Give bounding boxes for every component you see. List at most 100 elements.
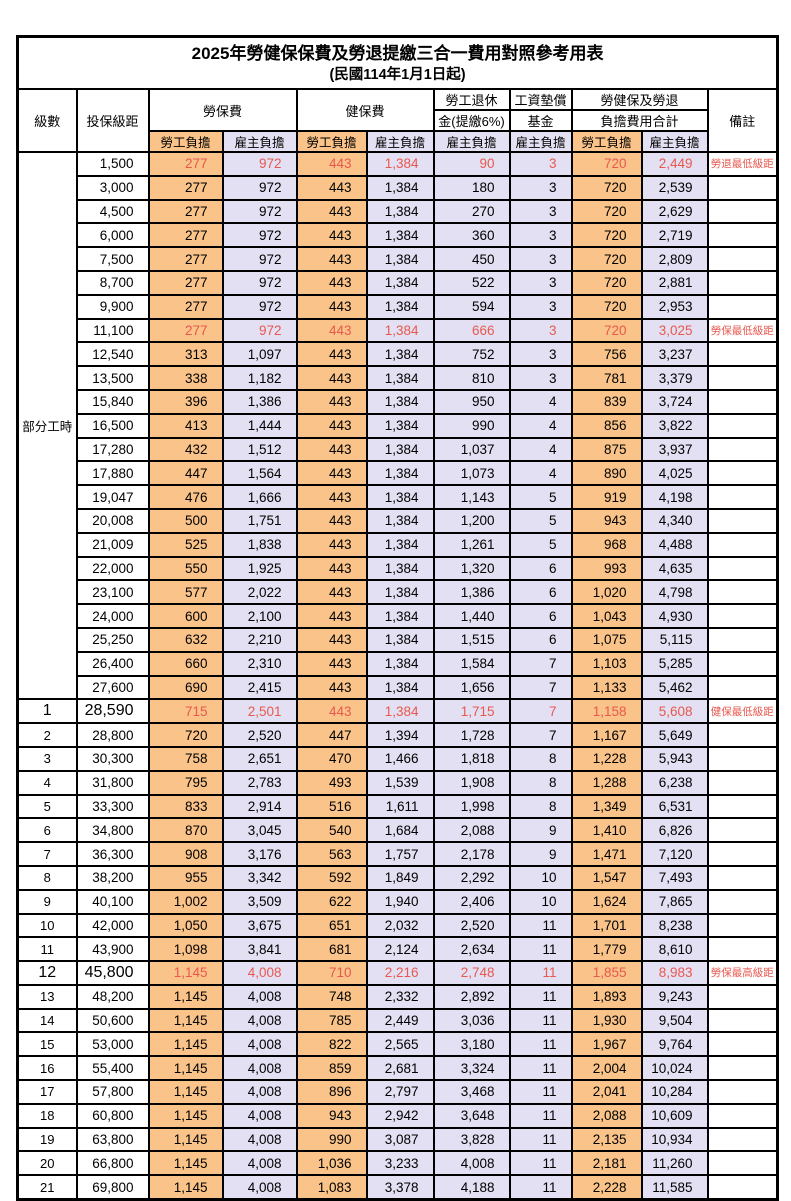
remark-cell: [706, 1007, 779, 1034]
remark-cell: 勞保最低級距: [706, 317, 779, 344]
header-health-insurance: 健保費: [295, 88, 435, 132]
value-cell-employer: 1,444: [221, 412, 298, 439]
value-cell-employer: 4,008: [221, 983, 298, 1010]
value-cell-employee: 1,228: [570, 745, 643, 772]
value-cell-employee: 592: [295, 864, 368, 891]
value-cell-employee: 1,036: [295, 1150, 368, 1177]
value-cell-employee: 2,041: [570, 1079, 643, 1105]
value-cell-employer: 3,045: [221, 817, 298, 844]
value-cell-employer: 6: [508, 555, 573, 582]
value-cell-employee: 748: [295, 983, 368, 1010]
value-cell-employer: 1,818: [432, 745, 511, 772]
value-cell-employee: 943: [295, 1102, 368, 1129]
level-cell: 10: [16, 912, 78, 939]
value-cell-employee: 1,967: [570, 1031, 643, 1058]
value-cell-employer: 1,384: [365, 698, 435, 725]
value-cell-employee: 1,471: [570, 841, 643, 867]
value-cell-employer: 1,394: [365, 722, 435, 748]
value-cell-employer: 1,838: [221, 531, 298, 558]
value-cell-employee: 443: [295, 246, 368, 272]
remark-cell: [706, 531, 779, 558]
header-labor-insurance: 勞保費: [147, 88, 298, 132]
value-cell-employee: 443: [295, 555, 368, 582]
value-cell-employer: 666: [432, 317, 511, 344]
value-cell-employee: 1,624: [570, 888, 643, 915]
remark-cell: [706, 341, 779, 368]
value-cell-employer: 4,025: [640, 460, 709, 487]
value-cell-employer: 2,953: [640, 293, 709, 320]
value-cell-employer: 9,243: [640, 983, 709, 1010]
table-row: 3 30,300 758 2,651 470 1,466 1,818 8 1,228 5,943: [16, 745, 779, 772]
value-cell-employer: 1,384: [365, 222, 435, 249]
value-cell-employee: 1,002: [147, 888, 224, 915]
header-total-line1: 勞健保及勞退: [570, 88, 709, 111]
value-cell-employee: 968: [570, 531, 643, 558]
remark-cell: [706, 745, 779, 772]
value-cell-employee: 443: [295, 460, 368, 487]
table-row: 4 31,800 795 2,783 493 1,539 1,908 8 1,288 6,238: [16, 769, 779, 796]
table-row: 20 66,800 1,145 4,008 1,036 3,233 4,008 11 2,181…: [16, 1150, 779, 1177]
table-row: 11 43,900 1,098 3,841 681 2,124 2,634 11 1,779 8,…: [16, 936, 779, 963]
table-row: 12,540 313 1,097 443 1,384 752 3 756 3,237: [18, 341, 779, 368]
table-row: 8,700 277 972 443 1,384 522 3 720 2,881: [18, 269, 779, 296]
table-row: 16 55,400 1,145 4,008 859 2,681 3,324 11 2,004 10…: [16, 1055, 779, 1082]
value-cell-employer: 3,828: [432, 1126, 511, 1153]
table-title-block: 2025年勞健保保費及勞退提繳三合一費用對照參考用表 (民國114年1月1日起): [16, 35, 779, 90]
subheader-labor-employee: 勞工負擔: [147, 130, 224, 153]
value-cell-employee: 2,228: [570, 1174, 643, 1201]
value-cell-employer: 1,384: [365, 412, 435, 439]
value-cell-employer: 2,914: [221, 793, 298, 820]
value-cell-employer: 4: [508, 388, 573, 415]
value-cell-employee: 1,043: [570, 603, 643, 629]
subheader-pension-employer: 雇主負擔: [432, 130, 511, 153]
value-cell-employee: 443: [295, 698, 368, 725]
table-row: 17,880 447 1,564 443 1,384 1,073 4 890 4,025: [18, 460, 779, 487]
value-cell-employer: 360: [432, 222, 511, 249]
value-cell-employee: 875: [570, 436, 643, 463]
remark-cell: [706, 460, 779, 487]
value-cell-employer: 972: [221, 269, 298, 296]
value-cell-employee: 447: [295, 722, 368, 748]
remark-cell: [706, 1150, 779, 1177]
value-cell-employer: 3,648: [432, 1102, 511, 1129]
remark-cell: [706, 246, 779, 272]
header-pension-line2: 金(提繳6%): [432, 109, 511, 132]
value-cell-employer: 4,008: [221, 1055, 298, 1082]
value-cell-employee: 447: [147, 460, 224, 487]
value-cell-employee: 756: [570, 341, 643, 368]
table-row: 1 28,590 715 2,501 443 1,384 1,715 7 1,158 5,608 健…: [16, 698, 779, 725]
bracket-cell: 26,400: [75, 650, 150, 677]
value-cell-employer: 2,032: [365, 912, 435, 939]
value-cell-employer: 1,261: [432, 531, 511, 558]
bracket-cell: 25,250: [75, 626, 150, 653]
value-cell-employer: 3: [508, 341, 573, 368]
value-cell-employer: 5,285: [640, 650, 709, 677]
value-cell-employer: 3: [508, 174, 573, 201]
table-row: 9 40,100 1,002 3,509 622 1,940 2,406 10 1,624 7,8…: [16, 888, 779, 915]
value-cell-employee: 525: [147, 531, 224, 558]
value-cell-employer: 90: [432, 151, 511, 177]
level-cell: 8: [16, 864, 78, 891]
level-cell: 12: [16, 960, 78, 986]
value-cell-employee: 600: [147, 603, 224, 629]
table-row: 8 38,200 955 3,342 592 1,849 2,292 10 1,547 7,493: [16, 864, 779, 891]
value-cell-employer: 1,908: [432, 769, 511, 796]
value-cell-employer: 1,384: [365, 603, 435, 629]
value-cell-employee: 1,547: [570, 864, 643, 891]
value-cell-employer: 1,384: [365, 555, 435, 582]
value-cell-employer: 11: [508, 936, 573, 963]
bracket-cell: 69,800: [75, 1174, 150, 1201]
value-cell-employer: 4,008: [221, 1102, 298, 1129]
value-cell-employer: 594: [432, 293, 511, 320]
value-cell-employer: 9: [508, 841, 573, 867]
table-row: 16,500 413 1,444 443 1,384 990 4 856 3,822: [18, 412, 779, 439]
value-cell-employee: 1,145: [147, 1007, 224, 1034]
value-cell-employee: 720: [570, 246, 643, 272]
bracket-cell: 34,800: [75, 817, 150, 844]
value-cell-employee: 443: [295, 674, 368, 701]
value-cell-employer: 3,937: [640, 436, 709, 463]
value-cell-employer: 11: [508, 1031, 573, 1058]
value-cell-employee: 443: [295, 388, 368, 415]
value-cell-employee: 443: [295, 412, 368, 439]
subheader-health-employer: 雇主負擔: [365, 130, 435, 153]
